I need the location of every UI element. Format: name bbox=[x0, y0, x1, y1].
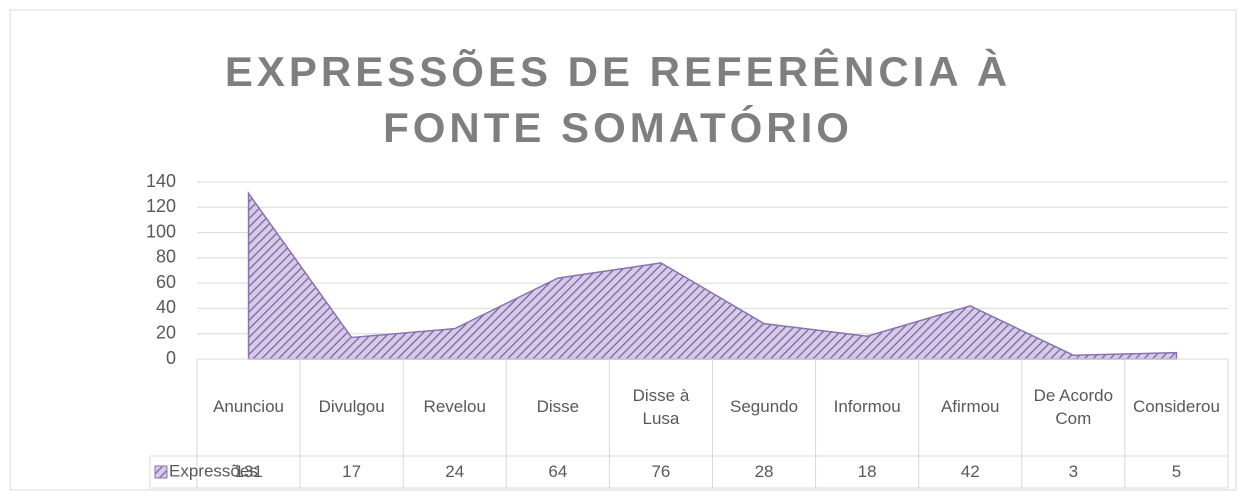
table-value: 24 bbox=[445, 461, 465, 481]
legend-swatch bbox=[154, 465, 168, 479]
area bbox=[247, 191, 1178, 360]
table-value: 64 bbox=[548, 461, 568, 481]
category-label-box: Afirmou bbox=[940, 397, 1000, 417]
category-label-box: Informou bbox=[833, 397, 901, 417]
category-label-box: Disse bbox=[536, 397, 580, 417]
table-value-box: 3 bbox=[1068, 461, 1079, 481]
table-value: 76 bbox=[651, 461, 671, 481]
table-value-box: 24 bbox=[445, 461, 465, 481]
y-tick-label: 80 bbox=[156, 247, 176, 267]
chart-title-box: EXPRESSÕES DE REFERÊNCIA À FONTE SOMATÓR… bbox=[224, 48, 1012, 151]
table-value-box: 42 bbox=[960, 461, 980, 481]
table-value-box: 5 bbox=[1171, 461, 1182, 481]
category-label: Segundo bbox=[730, 397, 799, 417]
table-value-box: 17 bbox=[342, 461, 362, 481]
table-value-box: 76 bbox=[651, 461, 671, 481]
table-value-box: 131 bbox=[234, 461, 263, 481]
category-label: Informou bbox=[833, 397, 901, 417]
y-tick-label: 120 bbox=[146, 196, 176, 216]
category-label: De Acordo Com bbox=[1033, 385, 1114, 428]
y-tick-label: 20 bbox=[156, 322, 176, 342]
table-value: 28 bbox=[754, 461, 774, 481]
category-label-box: Divulgou bbox=[318, 397, 385, 417]
y-tick-label: 40 bbox=[156, 297, 176, 317]
y-tick-label: 100 bbox=[146, 221, 176, 241]
category-label: Afirmou bbox=[940, 397, 1000, 417]
table-value-box: 64 bbox=[548, 461, 568, 481]
category-label: Disse à Lusa bbox=[632, 385, 690, 428]
table-value-box: 18 bbox=[857, 461, 877, 481]
category-label-box: Anunciou bbox=[213, 397, 284, 417]
y-tick-label: 0 bbox=[166, 348, 176, 368]
chart-title: EXPRESSÕES DE REFERÊNCIA À FONTE SOMATÓR… bbox=[224, 48, 1012, 151]
chart-border bbox=[9, 9, 1237, 491]
table-value: 18 bbox=[857, 461, 877, 481]
category-label: Revelou bbox=[423, 397, 486, 417]
category-label: Considerou bbox=[1132, 397, 1220, 417]
table-value-box: 28 bbox=[754, 461, 774, 481]
table-value: 17 bbox=[342, 461, 362, 481]
category-label: Disse bbox=[536, 397, 580, 417]
category-label: Anunciou bbox=[213, 397, 284, 417]
table-value: 5 bbox=[1171, 461, 1182, 481]
category-label-box: Considerou bbox=[1132, 397, 1220, 417]
table-value: 42 bbox=[960, 461, 980, 481]
category-label-box: Revelou bbox=[423, 397, 486, 417]
table-value: 131 bbox=[234, 461, 263, 481]
y-tick-label: 60 bbox=[156, 272, 176, 292]
category-label-box: Segundo bbox=[730, 397, 799, 417]
category-label-box: Disse à Lusa bbox=[632, 385, 690, 428]
legend-label: Expressões bbox=[169, 461, 258, 480]
category-label-box: De Acordo Com bbox=[1033, 385, 1114, 428]
category-label: Divulgou bbox=[318, 397, 385, 417]
y-tick-label: 140 bbox=[146, 171, 176, 191]
table-value: 3 bbox=[1068, 461, 1079, 481]
